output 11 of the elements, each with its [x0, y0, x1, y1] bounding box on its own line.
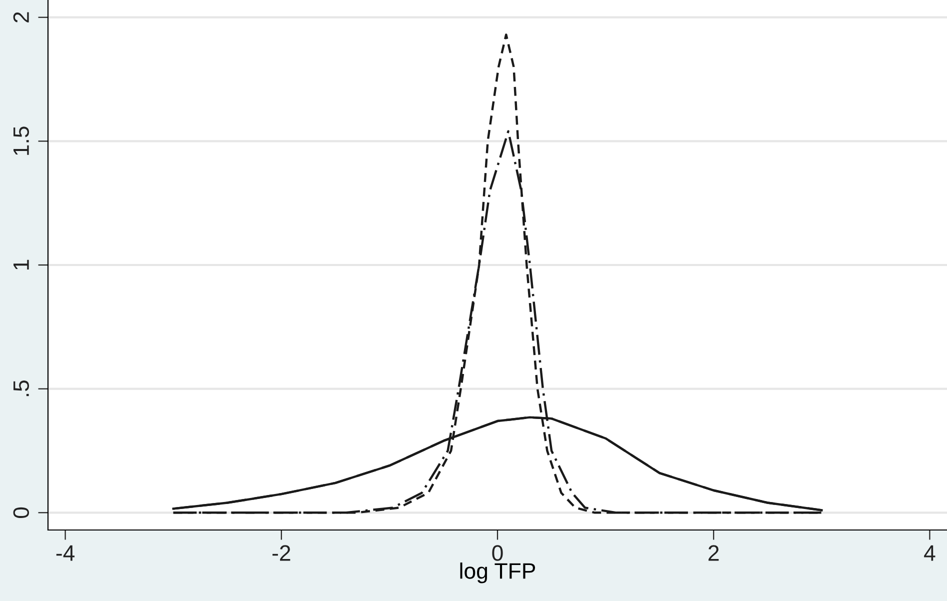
x-tick-label: -2: [272, 545, 290, 561]
y-tick-label: 0: [13, 507, 30, 518]
y-tick-label: 1: [14, 260, 29, 270]
y-tick-label: 1.5: [14, 126, 30, 155]
y-tick-label: 2: [13, 12, 29, 22]
x-tick-label: 2: [708, 545, 719, 561]
y-tick-label: .5: [14, 380, 30, 396]
x-axis-title: log TFP: [460, 562, 536, 584]
x-tick-label: 0: [492, 545, 503, 561]
x-tick-label: -4: [56, 545, 75, 561]
x-tick-label: 4: [924, 545, 936, 561]
